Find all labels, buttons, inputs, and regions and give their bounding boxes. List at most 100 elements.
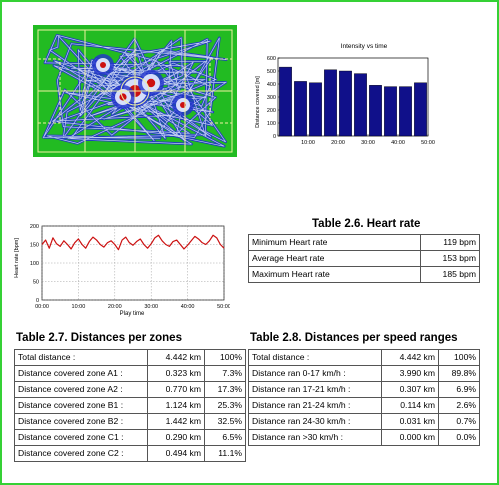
table-cell: Distance covered zone C2 : — [14, 445, 148, 462]
bar-y-tick-label: 200 — [267, 108, 276, 114]
hr-x-tick-label: 30:00 — [144, 304, 158, 310]
bar-y-tick-label: 600 — [267, 56, 276, 62]
table-cell: Distance ran 24-30 km/h : — [248, 413, 382, 430]
heat-zone-high — [146, 78, 156, 88]
table-cell: Distance ran >30 km/h : — [248, 429, 382, 446]
table-row: Distance covered zone B1 : 1.124 km 25.3… — [14, 397, 246, 414]
bar — [414, 82, 427, 137]
zones-table: Total distance : 4.442 km 100% Distance … — [14, 349, 246, 462]
position-heatmap — [33, 25, 237, 157]
table-cell: Minimum Heart rate — [248, 234, 421, 251]
hr-y-tick-label: 150 — [30, 243, 39, 249]
heat-zone-high — [119, 93, 127, 101]
table-cell: 6.5% — [204, 429, 246, 446]
bar — [354, 73, 367, 137]
hr-y-tick-label: 100 — [30, 261, 39, 267]
bar — [294, 81, 307, 137]
table-cell: 1.124 km — [147, 397, 205, 414]
heat-blobs — [41, 33, 228, 148]
table-cell: 100% — [438, 349, 480, 366]
table-row: Distance covered zone C2 : 0.494 km 11.1… — [14, 445, 246, 462]
table-row: Distance covered zone B2 : 1.442 km 32.5… — [14, 413, 246, 430]
hr-x-tick-label: 10:00 — [72, 304, 86, 310]
table-cell: 0.000 km — [381, 429, 439, 446]
table-row: Distance ran 24-30 km/h : 0.031 km 0.7% — [248, 413, 480, 430]
hr-chart-axes: 0 50 100 150 200 00:00 10:00 20:00 30:00 40:00 50:… — [30, 224, 230, 310]
table-cell: 0.7% — [438, 413, 480, 430]
hr-chart-ylabel: Heart rate [bpm] — [14, 238, 20, 278]
table-cell: 0.290 km — [147, 429, 205, 446]
table-cell: 32.5% — [204, 413, 246, 430]
table-cell: 185 bpm — [420, 266, 480, 283]
hr-y-tick-label: 200 — [30, 224, 39, 230]
bar — [369, 85, 382, 137]
table-cell: 17.3% — [204, 381, 246, 398]
table-cell: Distance covered zone B2 : — [14, 413, 148, 430]
table-row: Distance ran 21-24 km/h : 0.114 km 2.6% — [248, 397, 480, 414]
table-row: Distance ran >30 km/h : 0.000 km 0.0% — [248, 429, 480, 446]
bar-x-tick-label: 50:00 — [421, 140, 435, 146]
speed-table: Total distance : 4.442 km 100% Distance … — [248, 349, 480, 446]
hr-x-tick-label: 00:00 — [35, 304, 49, 310]
table-row: Distance covered zone C1 : 0.290 km 6.5% — [14, 429, 246, 446]
table-cell: Distance ran 17-21 km/h : — [248, 381, 382, 398]
bar — [399, 86, 412, 137]
bar-chart-bars — [279, 66, 427, 137]
table-cell: 100% — [204, 349, 246, 366]
table-cell: 0.114 km — [381, 397, 439, 414]
table-cell: 0.770 km — [147, 381, 205, 398]
bar-y-tick-label: 500 — [267, 69, 276, 75]
table-row: Maximum Heart rate 185 bpm — [248, 266, 480, 283]
bar — [279, 66, 292, 137]
bar-chart-ylabel: Distance covered [m] — [255, 76, 261, 128]
table-cell: 25.3% — [204, 397, 246, 414]
zones-table-title: Table 2.7. Distances per zones — [16, 332, 182, 344]
table-cell: Average Heart rate — [248, 250, 421, 267]
table-cell: Distance ran 0-17 km/h : — [248, 365, 382, 382]
table-cell: 1.442 km — [147, 413, 205, 430]
heart-rate-table-title: Table 2.6. Heart rate — [312, 218, 421, 230]
table-row: Distance ran 17-21 km/h : 0.307 km 6.9% — [248, 381, 480, 398]
table-cell: Distance covered zone A1 : — [14, 365, 148, 382]
heart-rate-line-chart: Heart rate [bpm] Play time 0501001502000… — [14, 224, 230, 317]
bar-y-tick-label: 100 — [267, 121, 276, 127]
table-row: Total distance : 4.442 km 100% — [14, 349, 246, 366]
table-cell: Maximum Heart rate — [248, 266, 421, 283]
hr-chart-series — [41, 234, 225, 251]
table-row: Distance covered zone A1 : 0.323 km 7.3% — [14, 365, 246, 382]
table-row: Distance ran 0-17 km/h : 3.990 km 89.8% — [248, 365, 480, 382]
pitch-lines — [37, 29, 233, 153]
table-cell: Distance covered zone B1 : — [14, 397, 148, 414]
table-cell: 11.1% — [204, 445, 246, 462]
bar-x-tick-label: 10:00 — [301, 140, 315, 146]
bar — [324, 69, 337, 137]
table-row: Minimum Heart rate 119 bpm — [248, 234, 480, 251]
bar — [339, 70, 352, 137]
table-cell: 2.6% — [438, 397, 480, 414]
heat-zone-high — [100, 62, 106, 68]
hr-x-tick-label: 50:00 — [217, 304, 230, 310]
table-cell: 0.323 km — [147, 365, 205, 382]
table-cell: 4.442 km — [147, 349, 205, 366]
table-row: Total distance : 4.442 km 100% — [248, 349, 480, 366]
table-cell: 3.990 km — [381, 365, 439, 382]
table-cell: Total distance : — [248, 349, 382, 366]
intensity-bar-chart: Intensity vs time Distance covered [m] 0… — [255, 43, 435, 146]
table-cell: 0.307 km — [381, 381, 439, 398]
heart-rate-table: Minimum Heart rate 119 bpm Average Heart… — [248, 234, 480, 283]
bar-x-tick-label: 20:00 — [331, 140, 345, 146]
bar-x-tick-label: 30:00 — [361, 140, 375, 146]
hr-x-tick-label: 20:00 — [108, 304, 122, 310]
hr-series-line — [41, 234, 225, 251]
table-cell: 0.0% — [438, 429, 480, 446]
table-cell: 89.8% — [438, 365, 480, 382]
table-cell: 7.3% — [204, 365, 246, 382]
hr-y-tick-label: 50 — [33, 280, 39, 286]
bar-y-tick-label: 300 — [267, 95, 276, 101]
bar-x-tick-label: 40:00 — [391, 140, 405, 146]
table-row: Distance covered zone A2 : 0.770 km 17.3… — [14, 381, 246, 398]
table-cell: 119 bpm — [420, 234, 480, 251]
table-cell: Distance covered zone C1 : — [14, 429, 148, 446]
bar — [309, 82, 322, 137]
bar-y-tick-label: 400 — [267, 82, 276, 88]
